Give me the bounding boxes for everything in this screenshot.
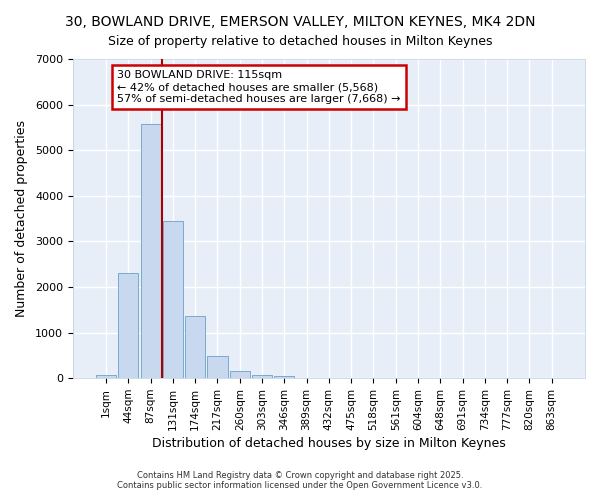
Bar: [118, 274, 139, 378]
Text: Size of property relative to detached houses in Milton Keynes: Size of property relative to detached ho…: [108, 35, 492, 48]
Text: 30, BOWLAND DRIVE, EMERSON VALLEY, MILTON KEYNES, MK4 2DN: 30, BOWLAND DRIVE, EMERSON VALLEY, MILTO…: [65, 15, 535, 29]
Y-axis label: Number of detached properties: Number of detached properties: [15, 120, 28, 317]
Text: Contains HM Land Registry data © Crown copyright and database right 2025.
Contai: Contains HM Land Registry data © Crown c…: [118, 470, 482, 490]
Bar: [230, 370, 250, 378]
Bar: [208, 356, 227, 378]
Bar: [252, 375, 272, 378]
Bar: [163, 221, 183, 378]
Bar: [96, 375, 116, 378]
Bar: [274, 376, 295, 378]
X-axis label: Distribution of detached houses by size in Milton Keynes: Distribution of detached houses by size …: [152, 437, 506, 450]
Text: 30 BOWLAND DRIVE: 115sqm
← 42% of detached houses are smaller (5,568)
57% of sem: 30 BOWLAND DRIVE: 115sqm ← 42% of detach…: [117, 70, 401, 104]
Bar: [140, 124, 161, 378]
Bar: [185, 316, 205, 378]
